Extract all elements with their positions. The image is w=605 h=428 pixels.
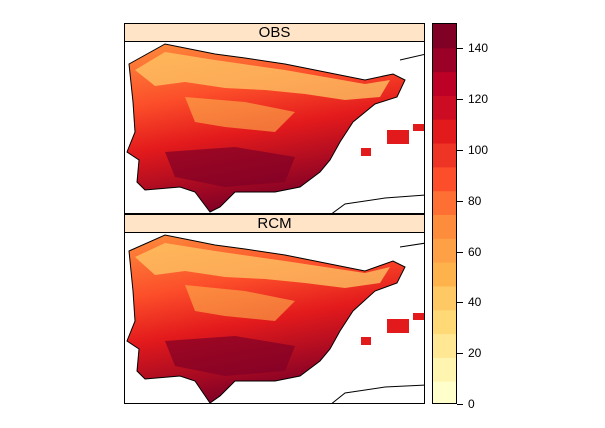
panel-title-obs: OBS bbox=[124, 23, 425, 42]
northern-band-rcm bbox=[135, 243, 390, 288]
colorbar bbox=[432, 23, 457, 404]
central-plateau-rcm bbox=[185, 285, 295, 321]
colorbar-swatch bbox=[433, 190, 456, 215]
northern-band-obs bbox=[135, 52, 390, 100]
colorbar-swatch bbox=[433, 214, 456, 239]
mallorca-rcm bbox=[387, 319, 409, 333]
menorca-rcm bbox=[413, 313, 424, 320]
colorbar-swatch bbox=[433, 47, 456, 73]
central-plateau-obs bbox=[185, 97, 295, 132]
colorbar-swatch bbox=[433, 119, 456, 144]
panel-title-rcm-label: RCM bbox=[257, 215, 292, 232]
colorbar-tick bbox=[457, 150, 463, 151]
colorbar-tick bbox=[457, 48, 463, 49]
map-panel-obs bbox=[124, 41, 425, 214]
africa-coast-rcm bbox=[331, 384, 424, 403]
colorbar-swatch bbox=[433, 381, 456, 403]
colorbar-tick-label: 40 bbox=[468, 295, 482, 309]
menorca-obs bbox=[413, 124, 424, 131]
colorbar-tick bbox=[457, 201, 463, 202]
colorbar-swatch bbox=[433, 262, 456, 287]
africa-coast-obs bbox=[331, 194, 424, 213]
colorbar-tick-label: 80 bbox=[468, 194, 482, 208]
colorbar-swatch bbox=[433, 95, 456, 120]
colorbar-tick bbox=[457, 302, 463, 303]
colorbar-tick-label: 0 bbox=[468, 397, 475, 411]
colorbar-tick bbox=[457, 99, 463, 100]
map-obs bbox=[126, 43, 424, 213]
france-coast-rcm bbox=[399, 242, 424, 248]
ibiza-rcm bbox=[361, 337, 371, 345]
colorbar-swatch bbox=[433, 333, 456, 358]
southern-zone-obs bbox=[165, 147, 295, 187]
colorbar-tick bbox=[457, 353, 463, 354]
map-panel-rcm bbox=[124, 232, 425, 404]
colorbar-tick bbox=[457, 252, 463, 253]
colorbar-swatch bbox=[433, 357, 456, 382]
colorbar-swatch bbox=[433, 285, 456, 311]
mallorca-obs bbox=[387, 130, 409, 144]
ibiza-obs bbox=[361, 148, 371, 156]
colorbar-tick-label: 140 bbox=[468, 41, 489, 55]
southern-zone-rcm bbox=[165, 336, 295, 376]
colorbar-tick-label: 120 bbox=[468, 92, 489, 106]
panel-title-rcm: RCM bbox=[124, 214, 425, 233]
colorbar-swatches bbox=[433, 24, 456, 403]
colorbar-tick-label: 60 bbox=[468, 245, 482, 259]
colorbar-tick-label: 100 bbox=[468, 143, 489, 157]
map-rcm bbox=[126, 234, 424, 403]
colorbar-swatch bbox=[433, 309, 456, 335]
colorbar-tick bbox=[457, 404, 463, 405]
colorbar-tick-label: 20 bbox=[468, 346, 482, 360]
france-coast-obs bbox=[399, 53, 424, 61]
colorbar-swatch bbox=[433, 24, 456, 49]
colorbar-swatch bbox=[433, 71, 456, 96]
colorbar-swatch bbox=[433, 238, 456, 263]
colorbar-swatch bbox=[433, 166, 456, 192]
colorbar-swatch bbox=[433, 143, 456, 168]
panel-title-obs-label: OBS bbox=[258, 24, 291, 41]
